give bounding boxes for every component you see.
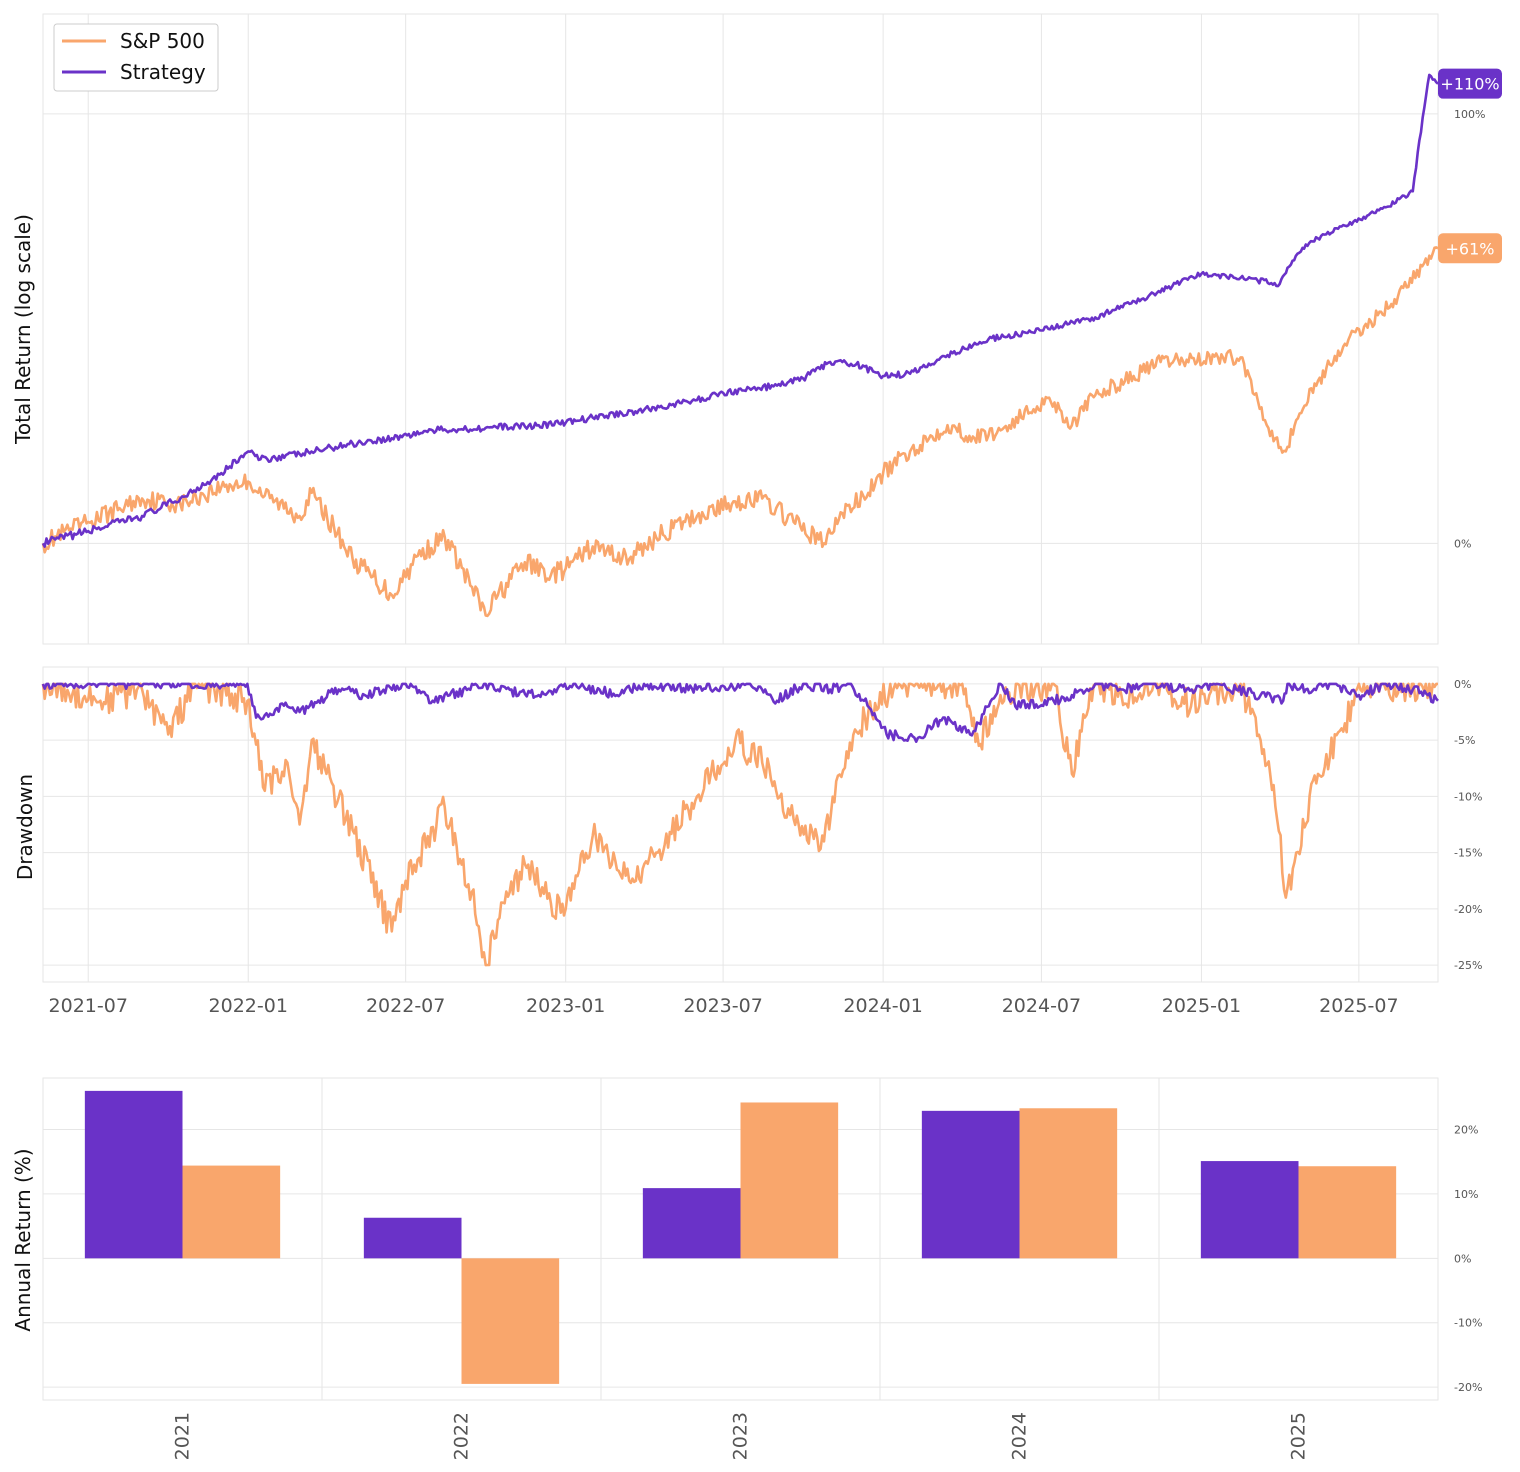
bar-sp500-2021 — [182, 1165, 281, 1259]
total-return-line-sp500 — [41, 246, 1439, 618]
total-return-y-tick-0: 0% — [1454, 537, 1471, 550]
bar-strategy-2025 — [1200, 1161, 1299, 1259]
drawdown-y-tick-3: -15% — [1454, 847, 1482, 860]
bar-strategy-2024 — [921, 1110, 1020, 1259]
drawdown-x-tick-1: 2022-01 — [209, 995, 288, 1017]
drawdown-x-tick-3: 2023-01 — [526, 995, 605, 1017]
annual-return-bars — [84, 1090, 1397, 1384]
drawdown-x-tick-0: 2021-07 — [49, 995, 128, 1017]
bar-sp500-2024 — [1019, 1108, 1118, 1259]
drawdown-x-tick-2: 2022-07 — [366, 995, 445, 1017]
annual-return-x-tick-2021: 2021 — [172, 1412, 194, 1460]
drawdown-frame — [42, 666, 1439, 983]
total-return-end-labels: +110% +61% — [1438, 68, 1502, 264]
annual-return-y-tick-2: 0% — [1454, 1252, 1471, 1265]
annual-return-y-ticks: 20% 10% 0% -10% -20% — [1454, 1124, 1482, 1395]
annual-return-x-tick-2024: 2024 — [1009, 1412, 1031, 1460]
annual-return-x-tick-2022: 2022 — [451, 1412, 473, 1460]
annual-return-y-label: Annual Return (%) — [11, 1148, 35, 1331]
total-return-line-strategy — [41, 73, 1439, 548]
annual-return-frame — [42, 1077, 1439, 1401]
drawdown-y-label: Drawdown — [13, 774, 37, 880]
total-return-y-ticks: 0% 100% — [1454, 108, 1485, 550]
drawdown-y-tick-4: -20% — [1454, 903, 1482, 916]
legend-label-strategy: Strategy — [120, 60, 206, 84]
end-label-box-strategy — [1438, 68, 1502, 99]
drawdown-x-tick-8: 2025-07 — [1319, 995, 1398, 1017]
total-return-frame — [42, 13, 1439, 645]
bar-sp500-2023 — [740, 1102, 839, 1259]
drawdown-line-sp500 — [41, 682, 1438, 967]
drawdown-lines — [41, 682, 1439, 967]
total-return-grid — [43, 14, 1438, 644]
drawdown-y-tick-5: -25% — [1454, 959, 1482, 972]
annual-return-x-tick-2025: 2025 — [1288, 1412, 1310, 1460]
total-return-lines — [41, 73, 1439, 618]
drawdown-y-tick-2: -10% — [1454, 790, 1482, 803]
bar-strategy-2022 — [363, 1217, 462, 1259]
annual-return-y-tick-3: -10% — [1454, 1317, 1482, 1330]
drawdown-x-tick-6: 2024-07 — [1002, 995, 1081, 1017]
drawdown-x-tick-5: 2024-01 — [843, 995, 922, 1017]
end-label-sp500: +61% — [1446, 239, 1495, 258]
drawdown-y-tick-1: -5% — [1454, 734, 1475, 747]
legend: S&P 500 Strategy — [53, 23, 219, 92]
annual-return-x-ticks: 2021 2022 2023 2024 2025 — [172, 1412, 1310, 1460]
drawdown-x-ticks: 2021-07 2022-01 2022-07 2023-01 2023-07 2024-… — [49, 995, 1399, 1017]
drawdown-y-tick-0: 0% — [1454, 678, 1471, 691]
drawdown-panel: 0% -5% -10% -15% -20% -25% 2021-07 2022-01 2022… — [13, 666, 1482, 1017]
total-return-y-label: Total Return (log scale) — [11, 214, 35, 445]
annual-return-panel: 20% 10% 0% -10% -20% 2021 2022 2023 2024 2025 An… — [11, 1077, 1482, 1460]
total-return-y-tick-1: 100% — [1454, 108, 1485, 121]
drawdown-grid — [43, 667, 1438, 982]
annual-return-y-tick-4: -20% — [1454, 1381, 1482, 1394]
annual-return-x-tick-2023: 2023 — [730, 1412, 752, 1460]
legend-label-sp500: S&P 500 — [120, 29, 205, 53]
bar-strategy-2023 — [642, 1188, 741, 1259]
annual-return-y-tick-1: 10% — [1454, 1188, 1478, 1201]
bar-strategy-2021 — [84, 1090, 183, 1259]
annual-return-y-tick-0: 20% — [1454, 1124, 1478, 1137]
total-return-panel: 0% 100% +110% +61% Total Return (log scale… — [11, 13, 1502, 645]
bar-sp500-2025 — [1298, 1166, 1397, 1259]
bar-sp500-2022 — [461, 1258, 560, 1384]
end-label-strategy: +110% — [1440, 75, 1499, 94]
drawdown-x-tick-7: 2025-01 — [1162, 995, 1241, 1017]
drawdown-y-ticks: 0% -5% -10% -15% -20% -25% — [1454, 678, 1482, 972]
drawdown-line-strategy — [41, 682, 1439, 743]
end-label-box-sp500 — [1438, 233, 1502, 264]
drawdown-x-tick-4: 2023-07 — [683, 995, 762, 1017]
